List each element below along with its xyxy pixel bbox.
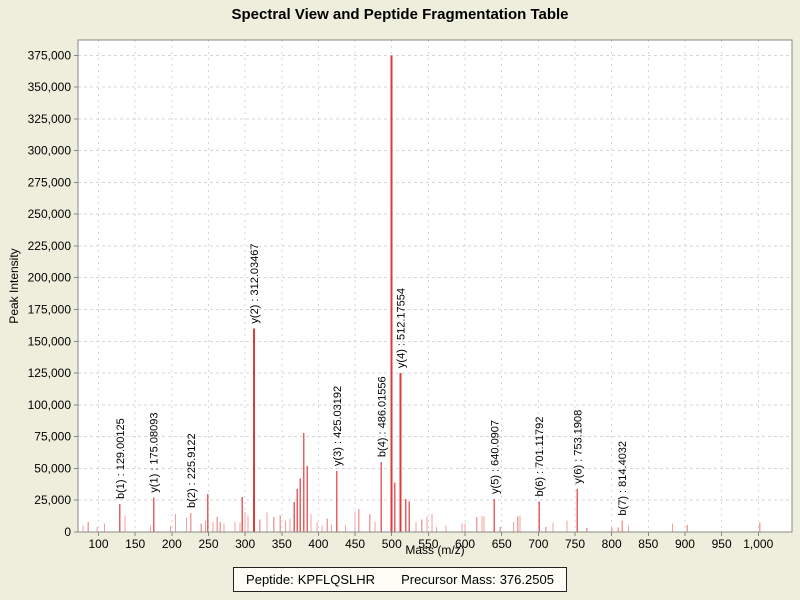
x-tick-label: 550 <box>418 537 438 551</box>
x-tick-label: 950 <box>712 537 732 551</box>
peak-annotation: y(6) : 753.1908 <box>572 410 584 484</box>
peak-annotation: y(1) : 175.08093 <box>149 413 161 493</box>
x-tick-label: 300 <box>235 537 255 551</box>
x-tick-label: 450 <box>345 537 365 551</box>
x-tick-label: 100 <box>89 537 109 551</box>
x-tick-label: 750 <box>565 537 585 551</box>
peak-annotation: y(3) : 425.03192 <box>332 386 344 466</box>
peptide-label: Peptide: <box>246 572 294 587</box>
x-tick-label: 800 <box>602 537 622 551</box>
chart-title: Spectral View and Peptide Fragmentation … <box>231 6 569 23</box>
y-tick-label: 250,000 <box>28 207 72 221</box>
y-tick-label: 300,000 <box>28 144 72 158</box>
y-axis-label: Peak Intensity <box>7 248 21 324</box>
spectrum-chart[interactable]: b(1) : 129.00125 y(1) : 175.08093 b(2) : 2… <box>0 0 800 560</box>
x-tick-label: 350 <box>272 537 292 551</box>
y-tick-label: 100,000 <box>28 398 72 412</box>
y-tick-label: 50,000 <box>34 461 71 475</box>
x-tick-label: 500 <box>382 537 402 551</box>
y-tick-label: 225,000 <box>28 239 72 253</box>
peak-annotation: y(5) : 640.0907 <box>489 420 501 494</box>
y-tick-label: 200,000 <box>28 271 72 285</box>
peak-annotation: y(2) : 312.03467 <box>249 243 261 323</box>
peak-annotation: y(4) : 512.17554 <box>396 288 408 368</box>
precursor-mass-label: Precursor Mass: <box>401 572 496 587</box>
x-axis-label: Mass (m/z) <box>405 543 465 557</box>
peak-annotation: b(2) : 225.9122 <box>186 433 198 508</box>
peptide-value: KPFLQSLHR <box>297 572 376 587</box>
y-tick-label: 350,000 <box>28 80 72 94</box>
x-tick-label: 900 <box>675 537 695 551</box>
y-tick-label: 75,000 <box>34 430 71 444</box>
x-tick-label: 400 <box>308 537 328 551</box>
y-tick-label: 325,000 <box>28 112 72 126</box>
x-tick-label: 850 <box>638 537 658 551</box>
x-tick-label: 150 <box>125 537 145 551</box>
peak-annotation: b(1) : 129.00125 <box>115 418 127 499</box>
y-tick-label: 375,000 <box>28 48 72 62</box>
y-tick-label: 275,000 <box>28 175 72 189</box>
plot-border <box>77 39 793 533</box>
status-panel: Peptide: KPFLQSLHR Precursor Mass: 376.2505 <box>0 567 800 592</box>
y-tick-label: 175,000 <box>28 303 72 317</box>
plot-area[interactable] <box>78 40 792 532</box>
peak-annotation: b(7) : 814.4032 <box>617 441 629 516</box>
x-tick-label: 250 <box>198 537 218 551</box>
y-tick-label: 0 <box>64 525 71 539</box>
x-tick-label: 1,000 <box>743 537 773 551</box>
x-tick-label: 700 <box>528 537 548 551</box>
peptide-info-box: Peptide: KPFLQSLHR Precursor Mass: 376.2505 <box>233 567 567 592</box>
y-tick-label: 25,000 <box>34 493 71 507</box>
peak-annotation: b(6) : 701.11792 <box>534 417 546 497</box>
precursor-mass-value: 376.2505 <box>499 572 554 587</box>
peak-annotation: b(4) : 486.01556 <box>376 376 388 457</box>
y-tick-label: 125,000 <box>28 366 72 380</box>
x-tick-label: 200 <box>162 537 182 551</box>
x-tick-label: 650 <box>492 537 512 551</box>
x-tick-label: 600 <box>455 537 475 551</box>
y-tick-label: 150,000 <box>28 334 72 348</box>
